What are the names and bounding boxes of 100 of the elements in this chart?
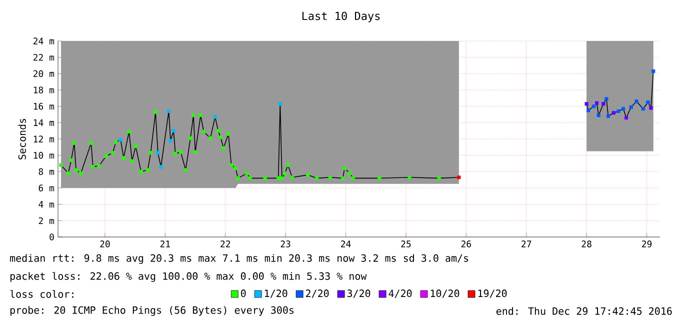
y-tick-label: 10 m bbox=[34, 152, 54, 159]
point bbox=[641, 106, 645, 111]
point bbox=[278, 102, 282, 106]
point bbox=[276, 176, 280, 180]
point bbox=[72, 141, 76, 145]
text: packet loss: 22.06 % avg 100.00 % max 0.00 % min 5.33 % now bbox=[10, 272, 367, 282]
point bbox=[66, 171, 70, 176]
point bbox=[89, 141, 93, 145]
point bbox=[290, 176, 294, 180]
point bbox=[248, 176, 252, 180]
y-tick-label: 24 m bbox=[33, 38, 54, 44]
point bbox=[594, 101, 599, 105]
point bbox=[596, 114, 600, 118]
chart-title: Last 10 Days bbox=[302, 12, 380, 22]
point bbox=[646, 100, 650, 104]
point bbox=[130, 159, 134, 163]
point bbox=[213, 115, 217, 119]
legend-label: 0 bbox=[241, 290, 246, 298]
point bbox=[139, 170, 143, 174]
x-tick-label: 27 bbox=[522, 240, 532, 248]
point bbox=[612, 111, 616, 115]
y-tick-label: 22 m bbox=[33, 54, 54, 61]
legend-title: loss color: bbox=[10, 290, 74, 298]
legend-label: 1/20 bbox=[264, 290, 288, 298]
y-tick-label: 12 m bbox=[34, 136, 54, 142]
point bbox=[59, 163, 63, 167]
y-tick-label: 0 bbox=[50, 234, 54, 240]
point bbox=[230, 163, 234, 167]
point bbox=[236, 176, 240, 180]
point bbox=[602, 102, 606, 106]
point bbox=[216, 129, 220, 133]
point bbox=[408, 176, 412, 180]
point bbox=[193, 150, 198, 154]
text: median rtt: 9.8 ms avg 20.3 ms max 7.1 ms min 20.3 ms now 3.2 ms sd 3.0 am/s bbox=[10, 254, 468, 264]
point bbox=[234, 166, 238, 170]
point bbox=[192, 114, 196, 118]
point bbox=[604, 97, 608, 101]
point bbox=[280, 176, 284, 180]
point bbox=[586, 108, 590, 112]
point bbox=[245, 171, 249, 176]
point bbox=[584, 102, 588, 106]
point bbox=[621, 106, 626, 111]
x-tick-label: 25 bbox=[401, 240, 411, 248]
point bbox=[606, 114, 610, 118]
point bbox=[122, 156, 126, 160]
point bbox=[218, 136, 222, 140]
y-tick-label: 16 m bbox=[34, 102, 54, 110]
point bbox=[127, 130, 131, 134]
point bbox=[114, 140, 118, 144]
point bbox=[156, 151, 160, 155]
point bbox=[166, 109, 171, 114]
point bbox=[592, 104, 596, 108]
point bbox=[222, 146, 226, 150]
point bbox=[134, 144, 138, 148]
x-tick-label: 21 bbox=[160, 240, 170, 248]
point bbox=[624, 116, 628, 120]
point bbox=[378, 176, 382, 180]
point bbox=[91, 164, 95, 169]
point bbox=[188, 136, 192, 140]
y-axis-title: Seconds bbox=[18, 118, 26, 160]
point bbox=[283, 171, 287, 176]
legend-label: 10/20 bbox=[430, 290, 460, 298]
point bbox=[172, 129, 176, 133]
point bbox=[198, 114, 202, 118]
point bbox=[79, 171, 83, 176]
point bbox=[629, 105, 633, 109]
point bbox=[174, 152, 178, 156]
point bbox=[208, 136, 212, 140]
point bbox=[154, 110, 158, 114]
point bbox=[649, 106, 653, 110]
x-tick-label: 23 bbox=[280, 240, 290, 248]
point bbox=[340, 176, 345, 180]
point bbox=[263, 176, 267, 180]
x-tick-label: 22 bbox=[220, 240, 230, 248]
legend-label: 4/20 bbox=[388, 290, 412, 298]
legend-label: 3/20 bbox=[347, 290, 370, 298]
point bbox=[202, 130, 206, 134]
x-tick-label: 26 bbox=[461, 240, 471, 248]
x-tick-label: 29 bbox=[642, 240, 652, 248]
point bbox=[457, 176, 461, 180]
point bbox=[634, 100, 638, 104]
y-tick-label: 6 m bbox=[38, 184, 54, 192]
text: end: Thu Dec 29 17:42:45 2016 bbox=[496, 307, 672, 315]
y-tick-label: 18 m bbox=[34, 86, 54, 94]
point bbox=[97, 164, 101, 168]
point bbox=[328, 176, 332, 180]
point bbox=[104, 154, 108, 158]
point bbox=[348, 171, 352, 176]
point bbox=[342, 166, 346, 170]
point bbox=[184, 168, 188, 172]
y-tick-label: 4 m bbox=[38, 201, 54, 208]
point bbox=[148, 151, 153, 155]
point bbox=[286, 163, 290, 167]
point bbox=[226, 132, 230, 136]
point bbox=[110, 151, 115, 155]
point bbox=[146, 168, 150, 172]
x-tick-label: 20 bbox=[100, 240, 110, 248]
point bbox=[616, 109, 620, 114]
point bbox=[306, 173, 310, 177]
text: probe: 20 ICMP Echo Pings (56 Bytes) every 300s bbox=[10, 306, 294, 316]
